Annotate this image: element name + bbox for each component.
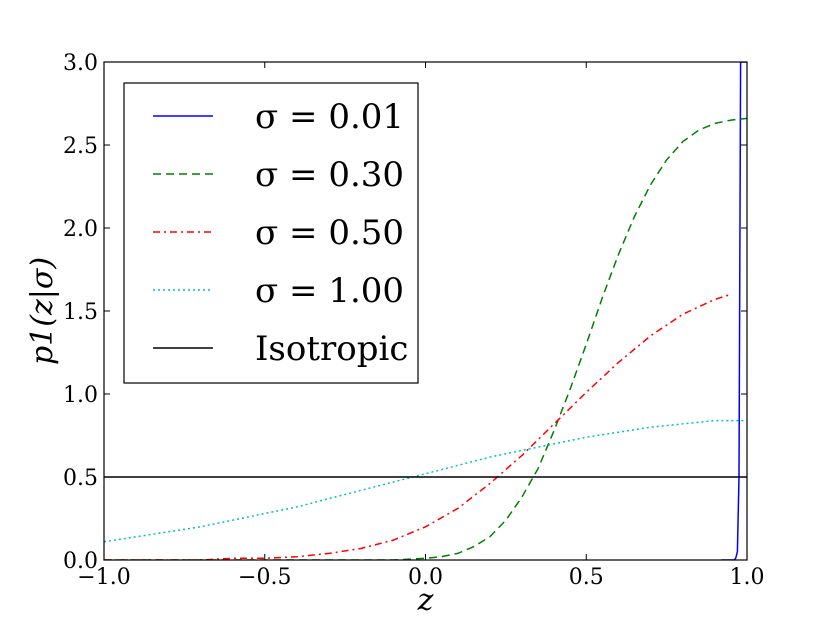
plot-frame [103,61,748,561]
legend-label-0: σ = 0.01 [255,97,404,137]
legend-label-2: σ = 0.50 [255,213,404,253]
legend-items: σ = 0.01 σ = 0.30 σ = 0.50 σ = 1.00 Isotropi… [153,97,408,369]
legend-label-1: σ = 0.30 [255,155,404,195]
legend: σ = 0.01 σ = 0.30 σ = 0.50 σ = 1.00 Isotropi… [123,82,419,384]
y-axis-label: p1(z|σ) [25,257,60,365]
series-line-1 [104,117,747,560]
y-tick-label: 0.5 [63,466,98,491]
ticks-layer: −1.0 −0.5 0.0 0.5 1.0 0.0 0.5 1.0 1.5 2.0 2.5 3.0 [63,51,765,590]
x-tick-label: −1.0 [77,565,130,590]
x-tick-label: −0.5 [238,565,291,590]
y-tick-label: 3.0 [63,51,98,76]
x-tick-label: 0.0 [408,565,443,590]
y-tick-label: 2.0 [63,217,98,242]
y-tick-label: 2.5 [63,134,98,159]
x-axis-label: z [417,583,434,618]
series-line-3 [104,419,747,543]
legend-box [123,82,419,384]
x-tick-label: 1.0 [730,565,765,590]
y-tick-label: 1.5 [63,300,98,325]
legend-label-3: σ = 1.00 [255,271,404,311]
legend-label-4: Isotropic [255,329,408,369]
y-tick-label: 1.0 [63,383,98,408]
y-tick-label: 0.0 [63,549,98,574]
x-tick-label: 0.5 [569,565,604,590]
